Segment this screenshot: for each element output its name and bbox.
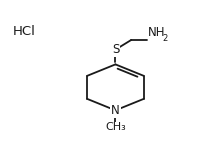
Text: NH: NH <box>148 26 166 39</box>
Text: N: N <box>111 104 120 117</box>
Text: HCl: HCl <box>13 24 36 38</box>
Text: CH₃: CH₃ <box>105 122 126 132</box>
Text: 2: 2 <box>163 34 168 43</box>
Text: S: S <box>112 43 119 56</box>
